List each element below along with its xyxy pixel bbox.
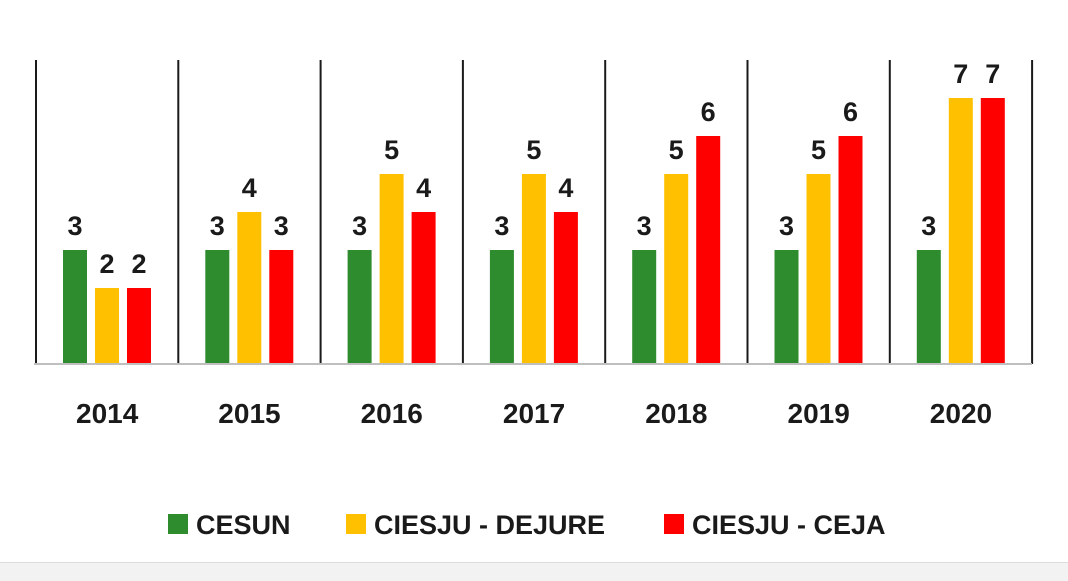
data-label: 2 <box>99 249 114 279</box>
data-label: 5 <box>811 135 826 165</box>
bar-cesun-2020 <box>916 250 941 364</box>
data-label: 5 <box>669 135 684 165</box>
x-tick-label: 2019 <box>788 398 850 429</box>
bar-ciesju-ceja-2016 <box>411 212 436 364</box>
x-tick-label: 2020 <box>930 398 992 429</box>
x-tick-label: 2016 <box>361 398 423 429</box>
legend-swatch <box>346 514 366 534</box>
data-label: 2 <box>131 249 146 279</box>
legend-item: CESUN <box>168 510 291 540</box>
bar-ciesju-ceja-2014 <box>127 288 151 364</box>
data-label: 5 <box>384 135 399 165</box>
bar-cesun-2015 <box>205 250 230 364</box>
legend-swatch <box>664 514 684 534</box>
bottom-strip <box>0 562 1068 581</box>
data-label: 3 <box>637 211 652 241</box>
bar-ciesju-ceja-2020 <box>980 98 1005 364</box>
bar-ciesju-dejure-2020 <box>948 98 973 364</box>
bar-ciesju-dejure-2015 <box>237 212 262 364</box>
data-label: 3 <box>210 211 225 241</box>
bar-ciesju-dejure-2016 <box>379 174 404 364</box>
legend-item: CIESJU - DEJURE <box>346 510 605 540</box>
bar-ciesju-ceja-2015 <box>269 250 294 364</box>
bar-cesun-2014 <box>63 250 87 364</box>
bar-ciesju-ceja-2019 <box>838 136 863 364</box>
legend-label: CIESJU - DEJURE <box>374 510 605 540</box>
legend-item: CIESJU - CEJA <box>664 510 886 540</box>
bar-cesun-2018 <box>632 250 657 364</box>
x-tick-label: 2014 <box>76 398 139 429</box>
data-label: 3 <box>274 211 289 241</box>
data-label: 3 <box>921 211 936 241</box>
bar-ciesju-ceja-2017 <box>553 212 578 364</box>
x-tick-label: 2017 <box>503 398 565 429</box>
data-label: 3 <box>779 211 794 241</box>
data-label: 4 <box>558 173 573 203</box>
data-label: 7 <box>985 59 1000 89</box>
bar-cesun-2016 <box>347 250 372 364</box>
data-label: 4 <box>416 173 431 203</box>
data-label: 5 <box>526 135 541 165</box>
x-tick-labels: 2014 2015 2016 2017 2018 2019 2020 <box>76 398 992 429</box>
bar-cesun-2019 <box>774 250 799 364</box>
bars <box>63 98 1005 364</box>
data-label: 3 <box>352 211 367 241</box>
bar-ciesju-ceja-2018 <box>696 136 721 364</box>
bar-ciesju-dejure-2017 <box>521 174 546 364</box>
legend: CESUN CIESJU - DEJURE CIESJU - CEJA <box>168 510 886 540</box>
data-label: 3 <box>67 211 82 241</box>
data-label: 4 <box>242 173 257 203</box>
data-label: 6 <box>701 97 716 127</box>
data-label: 3 <box>494 211 509 241</box>
data-label: 6 <box>843 97 858 127</box>
x-tick-label: 2015 <box>218 398 280 429</box>
legend-label: CESUN <box>196 510 291 540</box>
data-label: 7 <box>953 59 968 89</box>
bar-ciesju-dejure-2018 <box>664 174 689 364</box>
legend-label: CIESJU - CEJA <box>692 510 886 540</box>
bar-ciesju-dejure-2019 <box>806 174 831 364</box>
legend-swatch <box>168 514 188 534</box>
bar-cesun-2017 <box>489 250 514 364</box>
bar-ciesju-dejure-2014 <box>95 288 119 364</box>
category-separators <box>35 60 1034 364</box>
x-tick-label: 2018 <box>645 398 707 429</box>
